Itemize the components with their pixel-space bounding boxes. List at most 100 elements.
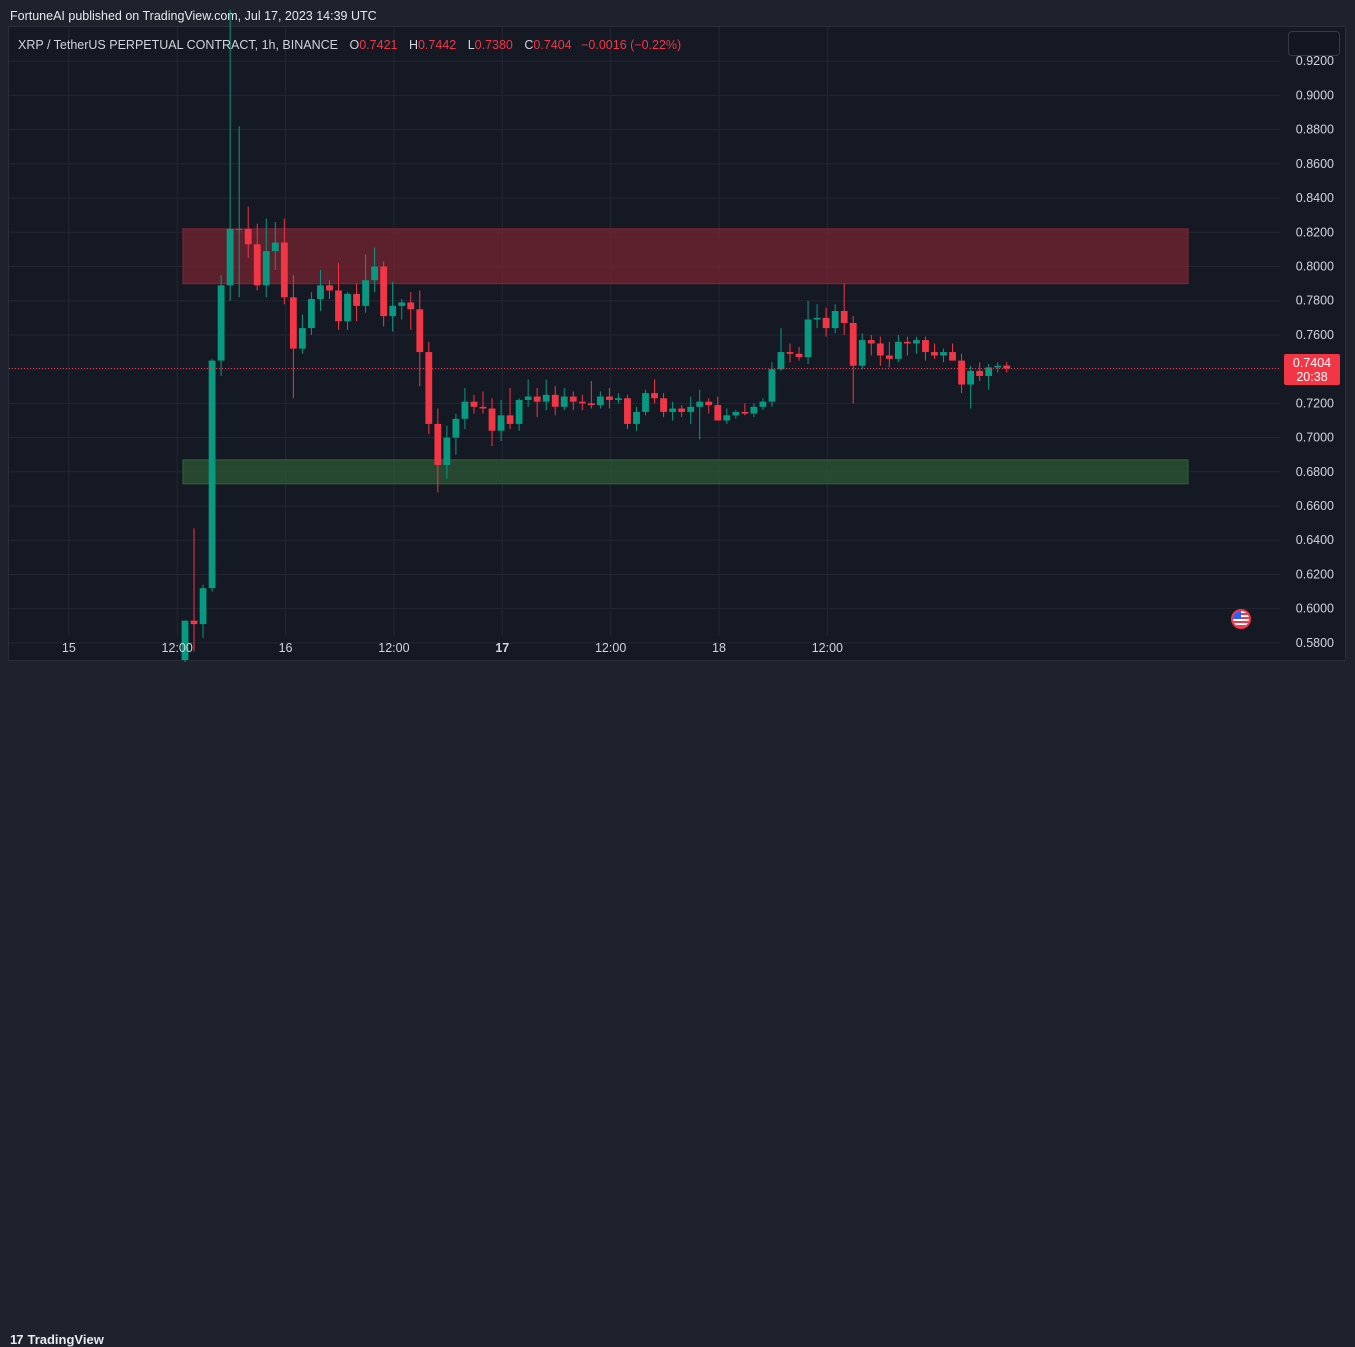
y-tick-label: 0.6600	[1296, 499, 1334, 513]
candle-body	[967, 370, 975, 385]
bar-countdown: 20:38	[1296, 370, 1328, 384]
candle-body	[199, 588, 207, 625]
candle-body	[317, 285, 324, 300]
candle-body	[750, 406, 758, 414]
candle-body	[497, 415, 505, 431]
candles	[181, 9, 1011, 669]
candle-body	[696, 401, 704, 407]
candle-body	[822, 317, 830, 329]
y-tick-label: 0.6200	[1296, 567, 1334, 581]
candle-body	[235, 228, 243, 230]
y-tick-label: 0.8200	[1296, 225, 1334, 239]
y-tick-label: 0.5800	[1296, 636, 1334, 650]
candle-body	[416, 309, 424, 353]
price-chart[interactable]: 0.9200 0.9000 0.8800 0.8600 0.8400 0.8200 0.80…	[0, 0, 1355, 696]
x-axis: 1312:001412:001512:001612:001712:001812:…	[62, 641, 843, 655]
chart-widget-button[interactable]	[1288, 31, 1340, 56]
candle-body	[389, 305, 397, 317]
x-tick-label: 12:00	[162, 641, 193, 655]
candle-body	[479, 406, 487, 409]
candle-body	[949, 352, 956, 361]
chart-frame[interactable]	[8, 26, 1346, 661]
open-value: 0.7421	[359, 38, 398, 52]
candle-body	[344, 293, 351, 322]
candle-body	[705, 401, 713, 406]
candle-body	[741, 411, 749, 414]
publisher-text: FortuneAI published on TradingView.com, …	[10, 9, 377, 23]
candle-body	[569, 396, 577, 402]
tradingview-logo[interactable]: 17 TradingView	[10, 1332, 104, 1347]
x-tick-label: 18	[712, 641, 726, 655]
candle-body	[515, 399, 523, 424]
candle-body	[443, 437, 451, 465]
candle-body	[723, 415, 731, 421]
x-tick-label: 12:00	[595, 641, 626, 655]
y-tick-label: 0.8400	[1296, 191, 1334, 205]
candle-body	[271, 242, 279, 252]
high-label: H	[408, 38, 418, 52]
candle-body	[470, 401, 478, 407]
candle-body	[858, 340, 866, 366]
x-tick-label: 12:00	[378, 641, 409, 655]
candle-body	[922, 340, 929, 353]
candle-body	[714, 405, 722, 421]
candle-body	[289, 297, 297, 349]
candle-body	[669, 408, 677, 412]
candle-body	[940, 352, 947, 356]
candle-body	[308, 299, 315, 329]
candle-body	[840, 310, 848, 323]
y-tick-label: 0.8800	[1296, 123, 1334, 137]
footer-bar: 17 TradingView	[0, 662, 1355, 1347]
candle-body	[407, 302, 415, 310]
y-tick-label: 0.9000	[1296, 88, 1334, 102]
candle-body	[190, 620, 198, 625]
candle-body	[804, 319, 812, 358]
candle-body	[867, 340, 875, 344]
tradingview-logo-icon: 17	[10, 1332, 24, 1347]
candle-body	[488, 408, 496, 431]
candle-body	[985, 367, 993, 377]
candle-body	[524, 396, 532, 400]
candle-body	[786, 352, 794, 354]
us-flag-icon[interactable]	[1231, 609, 1251, 629]
candle-body	[596, 396, 604, 406]
candle-body	[280, 242, 288, 298]
candle-body	[913, 340, 920, 344]
last-price-tag: 0.7404 20:38	[1284, 354, 1340, 385]
candle-body	[353, 293, 360, 306]
candle-body	[461, 401, 469, 419]
candle-body	[768, 369, 776, 402]
y-tick-label: 0.7800	[1296, 294, 1334, 308]
candle-body	[849, 322, 857, 366]
candle-body	[777, 352, 785, 370]
candle-body	[651, 393, 658, 399]
x-tick-label: 15	[62, 641, 76, 655]
x-tick-label: 17	[495, 641, 509, 655]
candle-body	[660, 398, 667, 412]
y-tick-label: 0.7200	[1296, 396, 1334, 410]
candle-body	[831, 310, 839, 329]
low-value: 0.7380	[474, 38, 513, 52]
candle-body	[253, 244, 261, 286]
candle-body	[894, 341, 902, 359]
candle-body	[976, 370, 984, 377]
y-tick-label: 0.6800	[1296, 465, 1334, 479]
resistance-zone	[182, 228, 1189, 285]
candle-body	[542, 394, 550, 402]
candle-body	[380, 266, 388, 317]
open-label: O	[349, 38, 360, 52]
candle-body	[533, 396, 541, 402]
candle-body	[335, 290, 342, 322]
change-value: −0.0016 (−0.22%)	[581, 38, 682, 52]
x-tick-label: 16	[279, 641, 293, 655]
candle-body	[958, 360, 965, 385]
tradingview-brand: TradingView	[27, 1332, 104, 1347]
candle-body	[578, 401, 586, 404]
y-tick-label: 0.6400	[1296, 533, 1334, 547]
candle-body	[885, 355, 893, 359]
symbol-title: XRP / TetherUS PERPETUAL CONTRACT, 1h, B…	[18, 38, 339, 52]
candle-body	[994, 365, 1002, 368]
candle-body	[642, 393, 649, 412]
close-label: C	[524, 38, 534, 52]
candle-body	[362, 280, 369, 306]
